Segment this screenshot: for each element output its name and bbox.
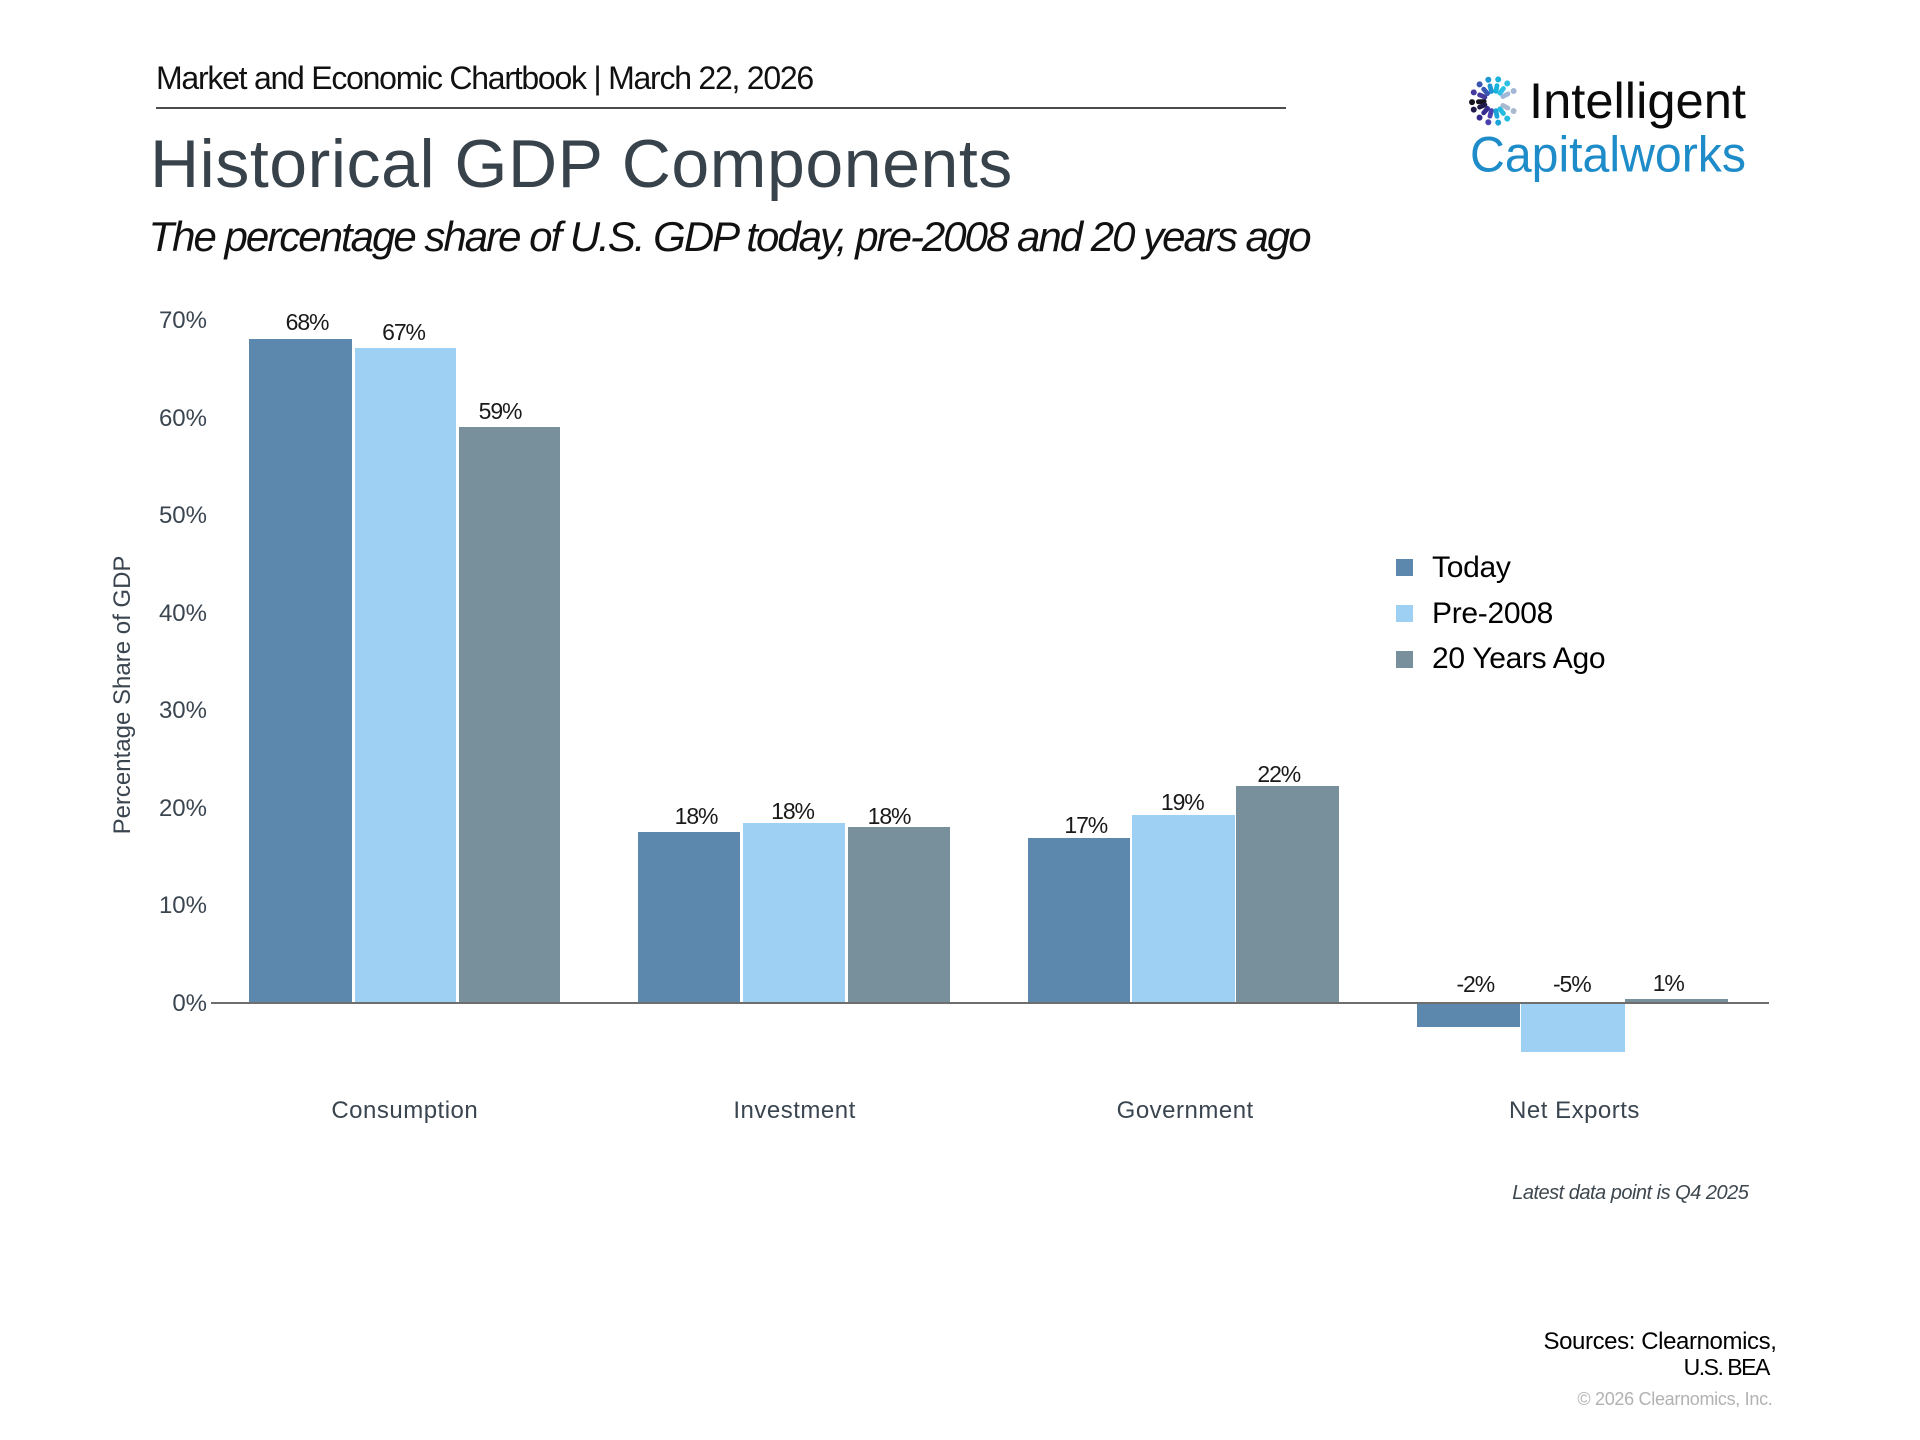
svg-text:Capitalworks: Capitalworks — [1470, 127, 1746, 183]
svg-text:Intelligent: Intelligent — [1529, 73, 1746, 129]
